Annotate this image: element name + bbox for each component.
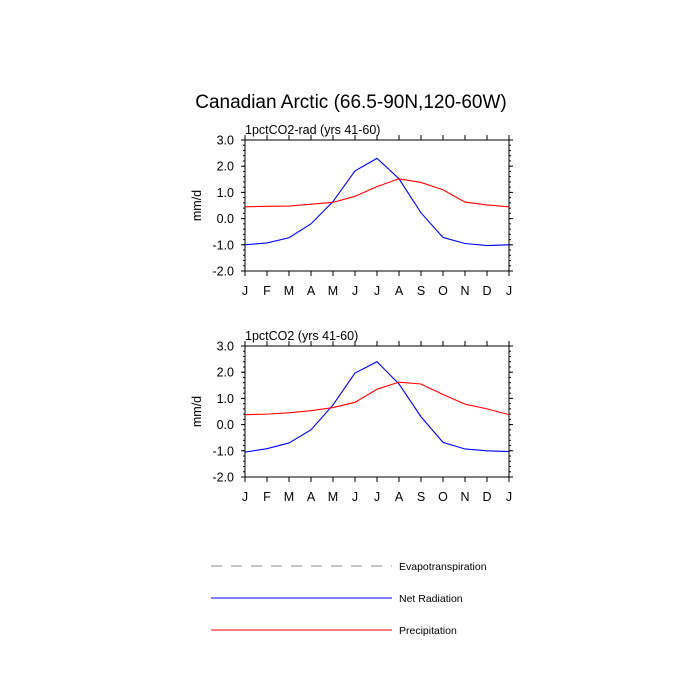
x-tick-label: N — [460, 284, 469, 298]
chart-panels: 1pctCO2-rad (yrs 41-60) mm/d 3.0 2.0 1.0 0.0 -… — [190, 123, 513, 504]
plot-frame — [244, 139, 510, 272]
x-tick-label: D — [482, 490, 491, 504]
y-tick-label: 0.0 — [217, 418, 234, 432]
y-axis-label: mm/d — [190, 396, 204, 427]
chart-panel-2: 1pctCO2 (yrs 41-60) mm/d 3.0 2.0 1.0 0.0 -1.0 -… — [190, 329, 513, 504]
x-tick-label: J — [506, 490, 512, 504]
figure-title: Canadian Arctic (66.5-90N,120-60W) — [195, 92, 507, 113]
y-tick-label: -2.0 — [212, 265, 234, 279]
y-tick-label: -2.0 — [212, 471, 234, 485]
y-tick-label: -1.0 — [212, 238, 234, 252]
x-tick-label: J — [352, 284, 358, 298]
x-tick-label: A — [395, 490, 404, 504]
plot-frame — [244, 345, 510, 478]
x-tick-label: O — [438, 490, 448, 504]
y-tick-label: 0.0 — [217, 212, 234, 226]
series-line-precipitation — [244, 381, 510, 416]
x-tick-label: J — [374, 284, 380, 298]
series-line-precipitation — [244, 178, 510, 208]
series-line-net-radiation — [244, 157, 510, 247]
x-tick-label: M — [284, 490, 294, 504]
y-tick-label: 3.0 — [217, 340, 234, 354]
x-tick-label: N — [460, 490, 469, 504]
y-tick-label: 2.0 — [217, 366, 234, 380]
x-tick-label: S — [417, 284, 425, 298]
x-tick-label: M — [328, 490, 338, 504]
x-tick-label: J — [352, 490, 358, 504]
panel-subtitle: 1pctCO2 (yrs 41-60) — [245, 329, 358, 343]
y-tick-label: 2.0 — [217, 160, 234, 174]
x-tick-label: A — [307, 490, 316, 504]
legend-label-net-radiation: Net Radiation — [399, 593, 463, 605]
y-tick-label: 1.0 — [217, 186, 234, 200]
x-tick-label: S — [417, 490, 425, 504]
chart-panel-1: 1pctCO2-rad (yrs 41-60) mm/d 3.0 2.0 1.0 0.0 -… — [190, 123, 513, 298]
x-tick-label: D — [482, 284, 491, 298]
x-tick-label: J — [374, 490, 380, 504]
series-line-net-radiation — [244, 361, 510, 453]
x-tick-label: J — [242, 490, 248, 504]
x-tick-label: F — [263, 284, 271, 298]
legend-label-precipitation: Precipitation — [399, 625, 457, 637]
x-tick-label: F — [263, 490, 271, 504]
y-tick-label: 3.0 — [217, 134, 234, 148]
y-tick-label: 1.0 — [217, 392, 234, 406]
y-tick-label: -1.0 — [212, 444, 234, 458]
x-tick-label: M — [328, 284, 338, 298]
legend: Evapotranspiration Net Radiation Precipita… — [211, 561, 487, 637]
y-axis-label: mm/d — [190, 190, 204, 221]
x-tick-label: O — [438, 284, 448, 298]
legend-label-evapotranspiration: Evapotranspiration — [399, 561, 487, 573]
x-tick-label: A — [395, 284, 404, 298]
panel-subtitle: 1pctCO2-rad (yrs 41-60) — [245, 123, 380, 137]
x-tick-label: M — [284, 284, 294, 298]
x-tick-label: J — [506, 284, 512, 298]
x-tick-label: J — [242, 284, 248, 298]
x-tick-label: A — [307, 284, 316, 298]
